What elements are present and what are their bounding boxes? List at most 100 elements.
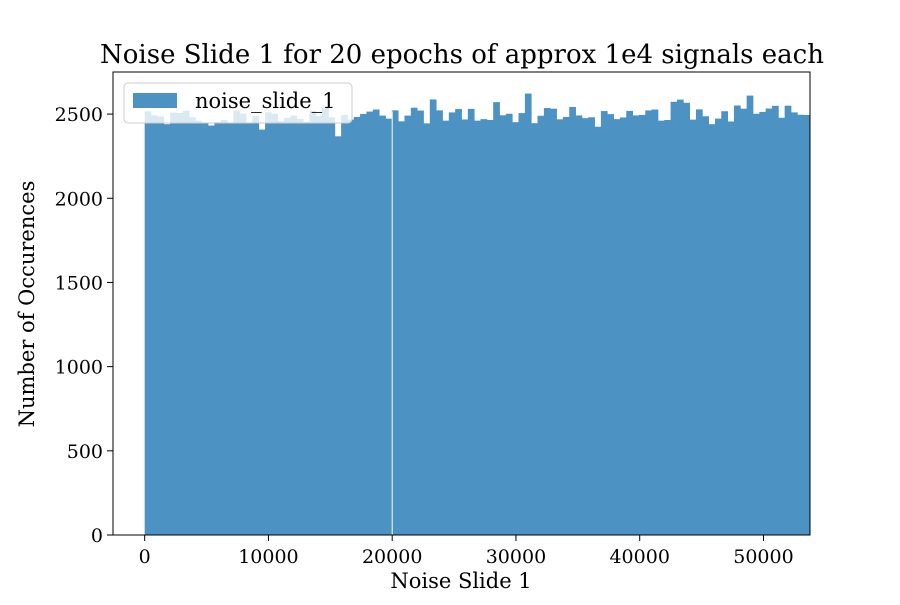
histogram-bar: [309, 110, 317, 535]
legend-swatch: [133, 93, 177, 108]
y-tick-label: 500: [67, 441, 103, 463]
histogram-bar: [157, 116, 165, 535]
histogram-bar: [790, 112, 798, 535]
histogram-bar: [537, 115, 545, 536]
histogram-bar: [391, 110, 399, 536]
histogram-bar: [423, 123, 431, 536]
histogram-bar: [233, 110, 241, 536]
histogram-bar: [220, 119, 228, 535]
histogram-bar: [581, 118, 589, 535]
histogram-bar: [239, 113, 247, 535]
histogram-bar: [689, 119, 697, 535]
histogram-bar: [803, 114, 811, 535]
histogram-bar: [695, 109, 703, 536]
histogram-bar: [296, 118, 304, 536]
chart-title: Noise Slide 1 for 20 epochs of approx 1e…: [100, 40, 824, 70]
y-tick-label: 1000: [55, 357, 103, 379]
histogram-bar: [322, 108, 329, 535]
histogram-bar: [372, 109, 380, 535]
histogram-bar: [518, 113, 526, 536]
histogram-bar: [151, 115, 158, 535]
histogram-bar: [486, 119, 494, 535]
x-tick-label: 20000: [362, 546, 422, 568]
x-tick-label: 10000: [238, 546, 298, 568]
histogram-bar: [499, 115, 507, 535]
histogram-bar: [448, 112, 456, 535]
histogram-bar: [733, 105, 741, 535]
histogram-bar: [771, 105, 779, 535]
histogram-bar: [664, 119, 671, 535]
histogram-bar: [550, 108, 557, 535]
histogram-bar: [524, 93, 532, 536]
histogram-bar: [778, 117, 786, 535]
histogram-bar: [315, 115, 323, 536]
histogram-bar: [360, 113, 367, 535]
y-tick-label: 1500: [55, 272, 103, 294]
histogram-bar: [455, 109, 462, 535]
y-tick-label: 2000: [55, 188, 103, 210]
histogram-bar: [645, 110, 652, 536]
histogram-bar: [543, 108, 551, 535]
histogram-bar: [619, 117, 627, 535]
histogram-bar: [410, 107, 418, 536]
histogram-bar: [284, 117, 291, 536]
histogram-bar: [588, 117, 595, 535]
histogram-bar: [562, 116, 570, 535]
histogram-bar: [594, 126, 602, 535]
histogram-bar: [765, 108, 773, 535]
histogram-bar: [176, 112, 184, 536]
histogram-bar: [512, 122, 519, 535]
histogram-bar: [638, 114, 646, 535]
x-tick-label: 50000: [733, 546, 793, 568]
histogram-bar: [201, 122, 209, 535]
histogram-bar: [626, 110, 633, 535]
histogram-bar: [277, 121, 285, 536]
histogram-bar: [474, 120, 481, 535]
histogram-bar: [334, 136, 342, 535]
histogram-bar: [303, 121, 310, 536]
histogram-bar: [271, 113, 279, 535]
legend-label: noise_slide_1: [195, 89, 336, 113]
histogram-bar: [182, 110, 190, 535]
x-tick-label: 40000: [609, 546, 669, 568]
histogram-bar: [797, 114, 805, 535]
histogram-bar: [575, 115, 583, 536]
bin-gap-line: [391, 111, 393, 536]
histogram-bar: [467, 108, 475, 535]
histogram-bar: [417, 110, 424, 536]
histogram-bar: [505, 113, 513, 535]
legend: noise_slide_1: [123, 82, 353, 124]
histogram-bar: [493, 102, 500, 536]
x-ticks-group: 0 10000 20000 30000 40000 50000: [139, 535, 794, 568]
histogram-bar: [189, 117, 196, 535]
histogram-bar: [195, 120, 203, 535]
histogram-bar: [246, 122, 253, 535]
y-tick-label: 0: [91, 525, 103, 547]
histogram-bar: [442, 120, 450, 535]
histogram-bar: [632, 115, 640, 536]
histogram-bar: [366, 111, 374, 535]
x-tick-label: 0: [139, 546, 151, 568]
histogram-bar: [341, 114, 348, 535]
bars-group: [144, 93, 811, 536]
histogram-bar: [328, 117, 336, 535]
y-ticks-group: 0 500 1000 1500 2000 2500: [55, 104, 113, 547]
histogram-bar: [708, 124, 716, 536]
histogram-bar: [170, 112, 177, 536]
histogram-bar: [556, 119, 564, 535]
histogram-bar: [600, 111, 608, 535]
histogram-bar: [676, 99, 684, 535]
histogram-bar: [670, 101, 678, 536]
histogram-bar: [746, 95, 754, 535]
y-tick-label: 2500: [55, 104, 103, 126]
histogram-bar: [379, 115, 386, 536]
histogram-bar: [683, 102, 691, 535]
histogram-bar: [613, 119, 621, 535]
histogram-bar: [607, 114, 614, 535]
histogram-bar: [569, 107, 576, 535]
histogram-bar: [702, 116, 710, 535]
histogram-bar: [436, 110, 443, 536]
histogram-bar: [759, 111, 767, 535]
histogram-bar: [144, 111, 152, 535]
histogram-bar: [214, 122, 222, 535]
